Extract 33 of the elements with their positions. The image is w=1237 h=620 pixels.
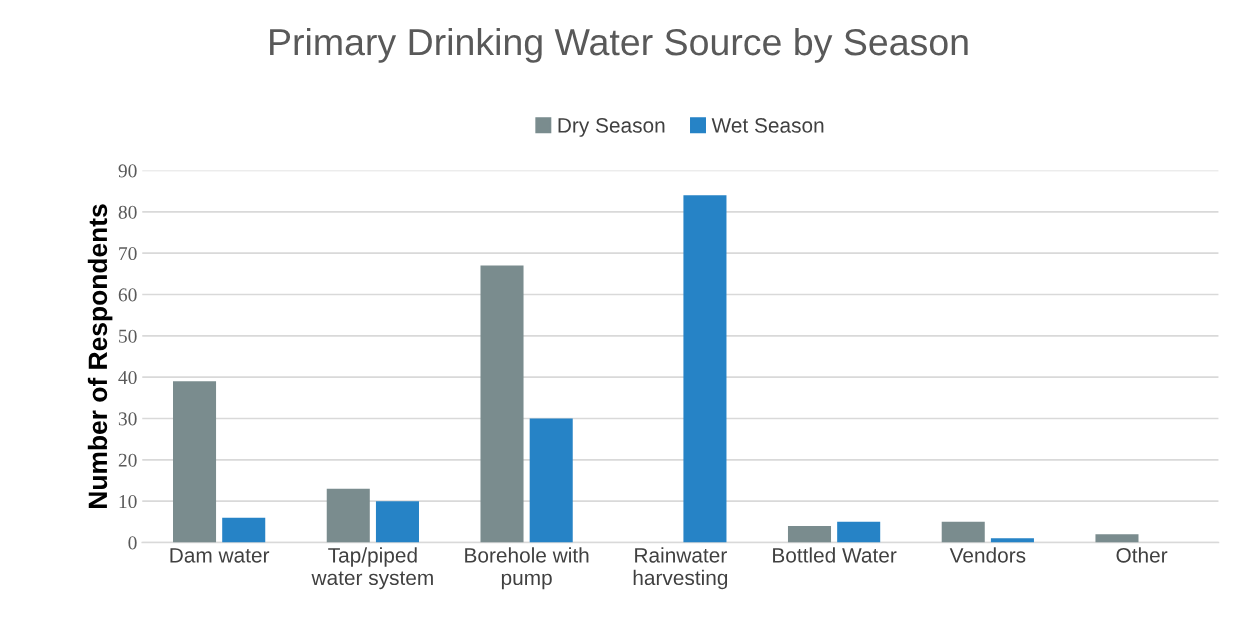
y-tick-label: 30 <box>118 412 137 426</box>
y-tick-label: 40 <box>118 370 137 385</box>
y-axis-title: Number of Respondents <box>87 204 113 508</box>
y-tick-label: 90 <box>118 164 137 178</box>
y-tick-label: 10 <box>119 494 137 509</box>
y-tick-label: 70 <box>119 246 137 261</box>
y-tick-label: 50 <box>119 329 137 343</box>
bar <box>480 265 524 543</box>
y-tick-label: 60 <box>118 288 137 302</box>
bar <box>683 195 727 543</box>
legend-label: Wet Season <box>711 118 824 133</box>
bar <box>1095 534 1139 543</box>
x-tick-label: Vendors <box>949 547 1026 563</box>
bar <box>787 525 832 543</box>
bar <box>837 521 881 543</box>
bar <box>173 381 217 543</box>
x-tick-label: Dam water <box>170 548 270 563</box>
bar <box>990 538 1034 543</box>
y-tick-label: 0 <box>128 536 137 550</box>
bar <box>375 501 419 543</box>
bar <box>529 418 573 543</box>
x-tick-label: Other <box>1116 547 1168 563</box>
x-tick-label: Borehole with pump <box>465 547 589 590</box>
x-tick-label: Bottled Water <box>773 547 897 563</box>
bar <box>222 517 266 543</box>
y-tick-label: 20 <box>118 453 137 467</box>
x-tick-label: Tap/piped water system <box>311 547 433 590</box>
bar <box>326 488 370 543</box>
x-tick-label: Rainwater harvesting <box>633 547 728 590</box>
bar <box>941 521 985 543</box>
y-tick-label: 80 <box>118 205 137 219</box>
legend-label: Dry Season <box>558 118 665 137</box>
chart-title: Primary Drinking Water Source by Season <box>270 27 968 63</box>
